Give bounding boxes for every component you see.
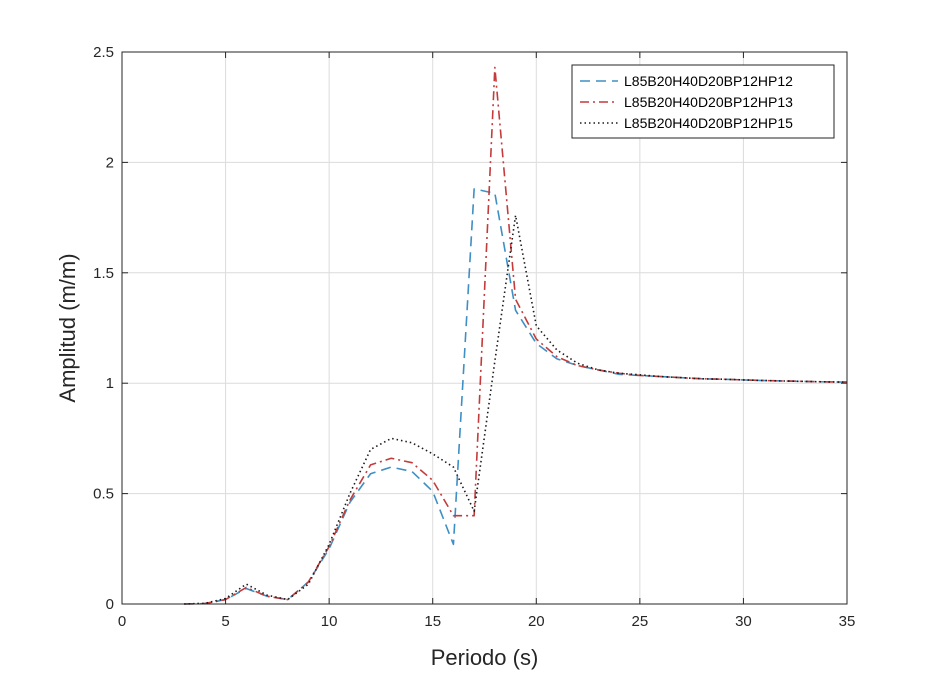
legend-label-series-3: L85B20H40D20BP12HP15 [624,115,793,131]
legend: L85B20H40D20BP12HP12 L85B20H40D20BP12HP1… [571,64,835,139]
x-tick-label: 30 [735,613,752,630]
y-tick-label: 2.5 [93,44,114,61]
y-tick-label: 1.5 [93,265,114,282]
x-tick-label: 10 [321,613,338,630]
ticks [121,51,848,605]
y-tick-label: 1 [106,375,114,392]
grid [122,52,847,604]
x-tick-label: 25 [632,613,649,630]
legend-label-series-1: L85B20H40D20BP12HP12 [624,73,793,89]
axes-frame [121,51,848,605]
x-tick-label: 35 [839,613,856,630]
legend-box [571,64,835,139]
y-tick-label: 0.5 [93,486,114,503]
series-line-2 [184,66,848,605]
x-tick-label: 15 [424,613,441,630]
y-tick-label: 0 [106,596,114,613]
legend-label-series-2: L85B20H40D20BP12HP13 [624,94,793,110]
y-tick-label: 2 [106,154,114,171]
y-axis-label: Amplitud (m/m) [55,253,80,402]
x-axis-label: Periodo (s) [431,645,539,670]
plot-area [122,52,847,604]
x-tick-label: 20 [528,613,545,630]
x-tick-label: 0 [118,613,126,630]
series-group [184,66,848,605]
x-tick-label: 5 [221,613,229,630]
tick-labels: 0 5 10 15 20 25 30 35 0 0.5 1 1.5 2 2.5 [93,44,855,630]
